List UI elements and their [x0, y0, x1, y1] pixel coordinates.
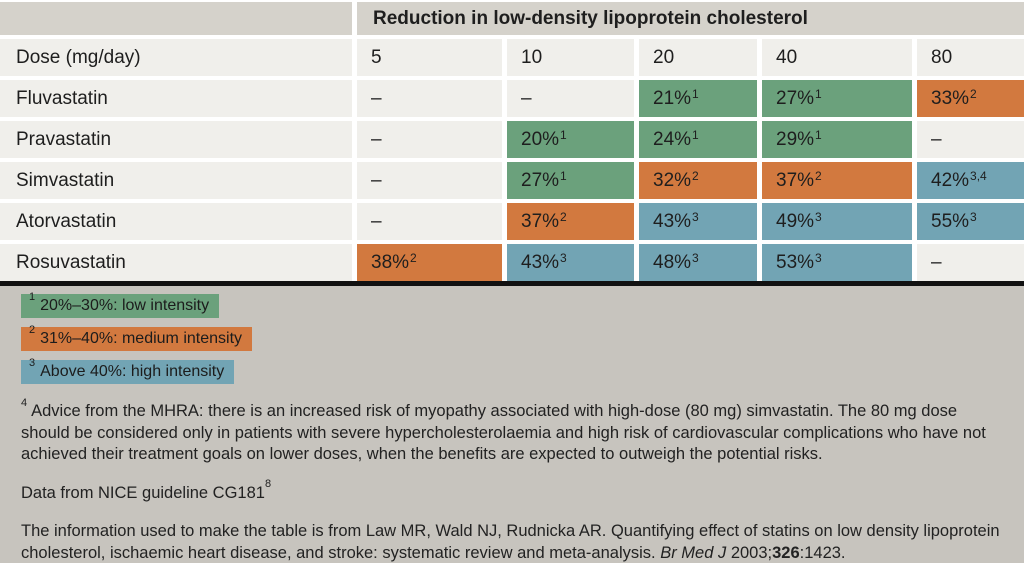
cell-fluvastatin-10: – — [507, 80, 634, 117]
citation-journal: Br Med J — [660, 543, 727, 562]
legend-chip-medium: 231%–40%: medium intensity — [21, 324, 253, 351]
legend-label-high: Above 40%: high intensity — [40, 363, 225, 380]
cell-atorvastatin-20: 43% 3 — [639, 203, 757, 240]
cell-fluvastatin-5: – — [357, 80, 502, 117]
dose-row-label: Dose (mg/day) — [0, 39, 352, 76]
cell-simvastatin-20: 32% 2 — [639, 162, 757, 199]
cell-pravastatin-10: 20% 1 — [507, 121, 634, 158]
statins-table: Reduction in low-density lipoprotein cho… — [0, 0, 1024, 281]
dose-10: 10 — [507, 39, 634, 76]
footnote-mhra: 4 Advice from the MHRA: there is an incre… — [21, 396, 986, 463]
cell-fluvastatin-80: 33% 2 — [917, 80, 1024, 117]
legend-row-medium: 231%–40%: medium intensity — [21, 324, 1004, 360]
cell-rosuvastatin-10: 43% 3 — [507, 244, 634, 281]
row-label-simvastatin: Simvastatin — [0, 162, 352, 199]
citation-volume: 326 — [772, 543, 800, 562]
cell-simvastatin-5: – — [357, 162, 502, 199]
dose-20: 20 — [639, 39, 757, 76]
cell-simvastatin-80: 42% 3,4 — [917, 162, 1024, 199]
footnote-citation: The information used to make the table i… — [21, 522, 1000, 562]
row-label-pravastatin: Pravastatin — [0, 121, 352, 158]
cell-atorvastatin-80: 55% 3 — [917, 203, 1024, 240]
table-title: Reduction in low-density lipoprotein cho… — [357, 2, 1024, 35]
cell-fluvastatin-40: 27% 1 — [762, 80, 912, 117]
notes-section: 120%–30%: low intensity 231%–40%: medium… — [0, 286, 1024, 563]
cell-rosuvastatin-20: 48% 3 — [639, 244, 757, 281]
cell-pravastatin-5: – — [357, 121, 502, 158]
row-label-atorvastatin: Atorvastatin — [0, 203, 352, 240]
cell-simvastatin-10: 27% 1 — [507, 162, 634, 199]
cell-atorvastatin-10: 37% 2 — [507, 203, 634, 240]
table-bottom-divider — [0, 281, 1024, 286]
cell-rosuvastatin-5: 38% 2 — [357, 244, 502, 281]
row-label-fluvastatin: Fluvastatin — [0, 80, 352, 117]
dose-40: 40 — [762, 39, 912, 76]
legend-chip-high: 3Above 40%: high intensity — [21, 357, 235, 384]
legend-chip-low: 120%–30%: low intensity — [21, 291, 220, 318]
legend-row-low: 120%–30%: low intensity — [21, 291, 1004, 327]
legend-row-high: 3Above 40%: high intensity — [21, 357, 1004, 393]
footnote-nice-source: Data from NICE guideline CG1818 — [21, 478, 272, 502]
cell-pravastatin-40: 29% 1 — [762, 121, 912, 158]
dose-5: 5 — [357, 39, 502, 76]
dose-80: 80 — [917, 39, 1024, 76]
legend-label-low: 20%–30%: low intensity — [40, 297, 210, 314]
cell-fluvastatin-20: 21% 1 — [639, 80, 757, 117]
legend-label-medium: 31%–40%: medium intensity — [40, 330, 243, 347]
cell-simvastatin-40: 37% 2 — [762, 162, 912, 199]
cell-rosuvastatin-80: – — [917, 244, 1024, 281]
cell-pravastatin-80: – — [917, 121, 1024, 158]
cell-pravastatin-20: 24% 1 — [639, 121, 757, 158]
row-label-rosuvastatin: Rosuvastatin — [0, 244, 352, 281]
cell-atorvastatin-5: – — [357, 203, 502, 240]
cell-atorvastatin-40: 49% 3 — [762, 203, 912, 240]
cell-rosuvastatin-40: 53% 3 — [762, 244, 912, 281]
header-spacer-cell — [0, 2, 352, 35]
